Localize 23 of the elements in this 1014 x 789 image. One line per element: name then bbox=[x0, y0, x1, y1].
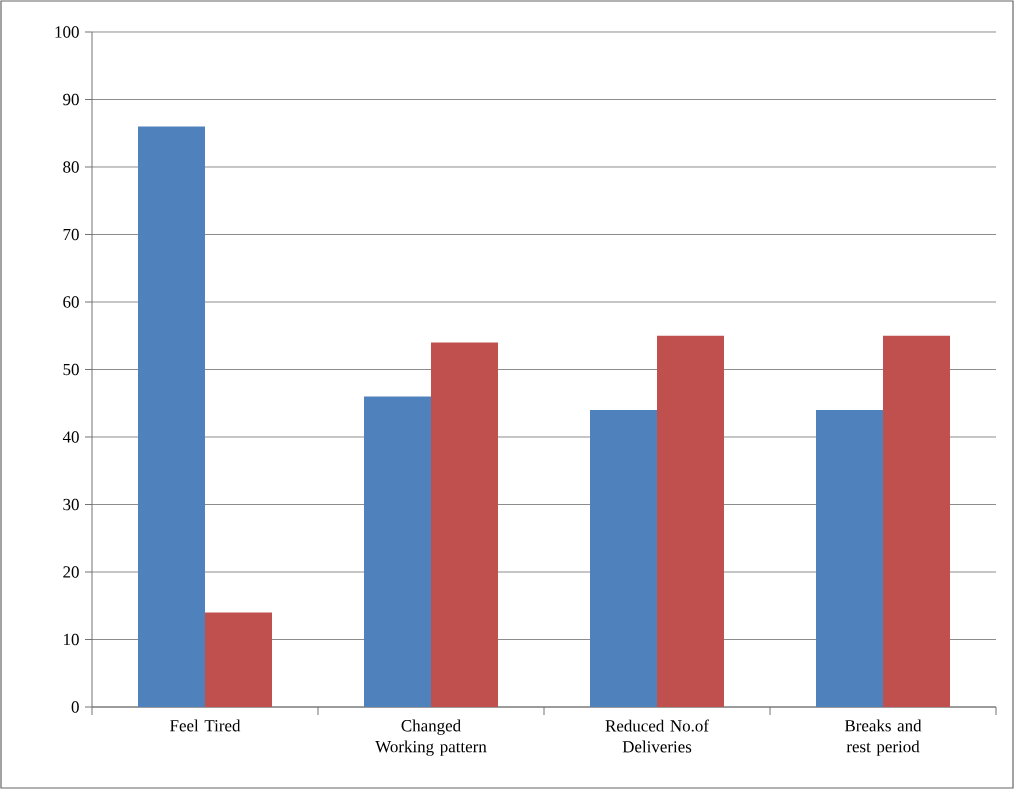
bar bbox=[883, 335, 951, 707]
y-tick-label: 10 bbox=[64, 633, 79, 646]
bar bbox=[431, 342, 498, 707]
x-tick-label: Changed Working pattern bbox=[375, 719, 487, 756]
y-tick-label: 20 bbox=[63, 566, 79, 578]
bar bbox=[590, 410, 657, 707]
bar bbox=[364, 396, 431, 707]
x-tick-label: Reduced No.of Deliveries bbox=[605, 719, 709, 753]
bar bbox=[205, 612, 272, 707]
x-tick-label: Breaks and rest period bbox=[844, 719, 922, 756]
y-tick-label: 90 bbox=[63, 93, 79, 106]
y-tick-label: 60 bbox=[63, 296, 79, 308]
y-tick-label: 30 bbox=[63, 498, 79, 511]
bar bbox=[138, 126, 205, 707]
y-tick-label: 100 bbox=[55, 26, 79, 38]
y-tick-label: 70 bbox=[63, 228, 79, 241]
y-tick-label: 50 bbox=[63, 363, 79, 376]
bar bbox=[657, 335, 725, 707]
y-tick-label: 0 bbox=[71, 701, 79, 713]
y-tick-label: 40 bbox=[62, 431, 79, 443]
bar bbox=[816, 410, 884, 707]
x-tick-label: Feel Tired bbox=[170, 719, 241, 732]
y-tick-label: 80 bbox=[63, 161, 79, 173]
